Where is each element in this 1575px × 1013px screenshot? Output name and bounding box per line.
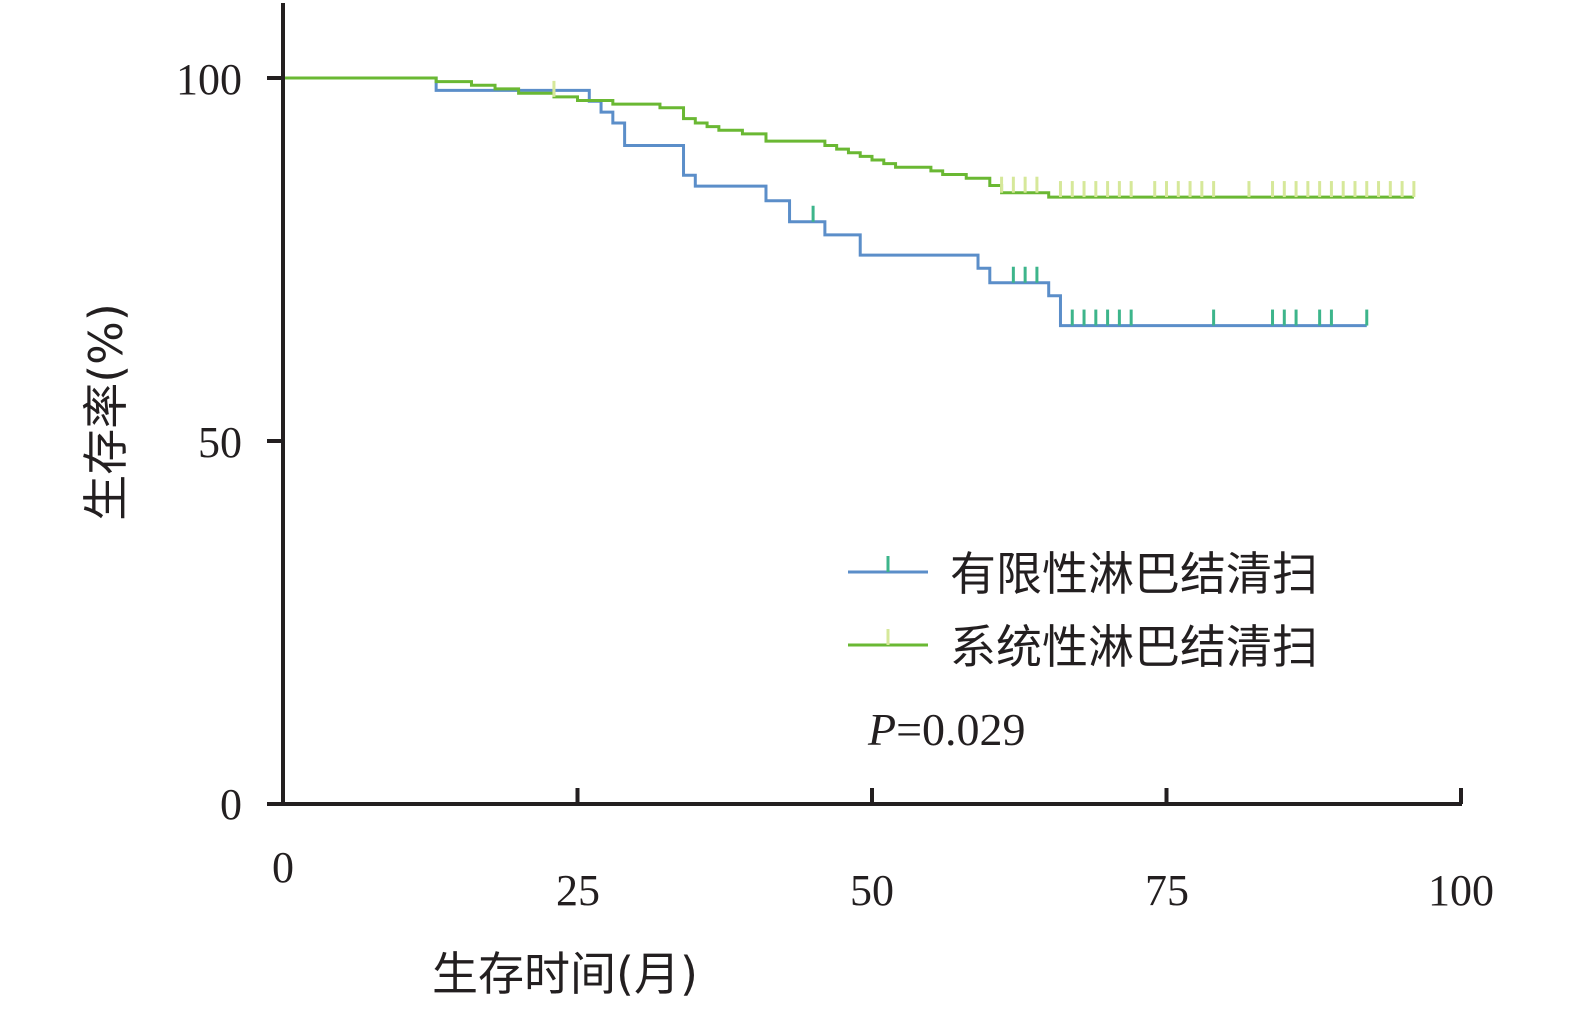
survival-curve-series-1 — [283, 76, 1367, 328]
x-axis-title: 生存时间(月) — [432, 947, 698, 1001]
axis-ticks — [267, 76, 1463, 806]
y-tick-label-100: 100 — [176, 55, 242, 104]
p-value-label: P — [867, 704, 896, 755]
x-tick-label-100: 100 — [1428, 866, 1494, 915]
y-tick-label-50: 50 — [198, 418, 242, 467]
x-tick-label-75: 75 — [1145, 866, 1189, 915]
x-tick-label-25: 25 — [556, 866, 600, 915]
x-tick-label-50: 50 — [850, 866, 894, 915]
y-tick-label-0: 0 — [220, 780, 242, 829]
series-layer — [283, 76, 1416, 328]
p-value-number: =0.029 — [896, 704, 1025, 755]
x-tick-label-0: 0 — [272, 843, 294, 892]
legend-label-systematic: 系统性淋巴结清扫 — [950, 620, 1318, 674]
legend: 有限性淋巴结清扫 系统性淋巴结清扫 — [848, 547, 1318, 674]
p-value-annotation: P=0.029 — [867, 704, 1026, 755]
survival-curve-series-2 — [283, 76, 1414, 199]
legend-label-limited: 有限性淋巴结清扫 — [950, 547, 1318, 601]
y-axis-title: 生存率(%) — [79, 303, 133, 521]
